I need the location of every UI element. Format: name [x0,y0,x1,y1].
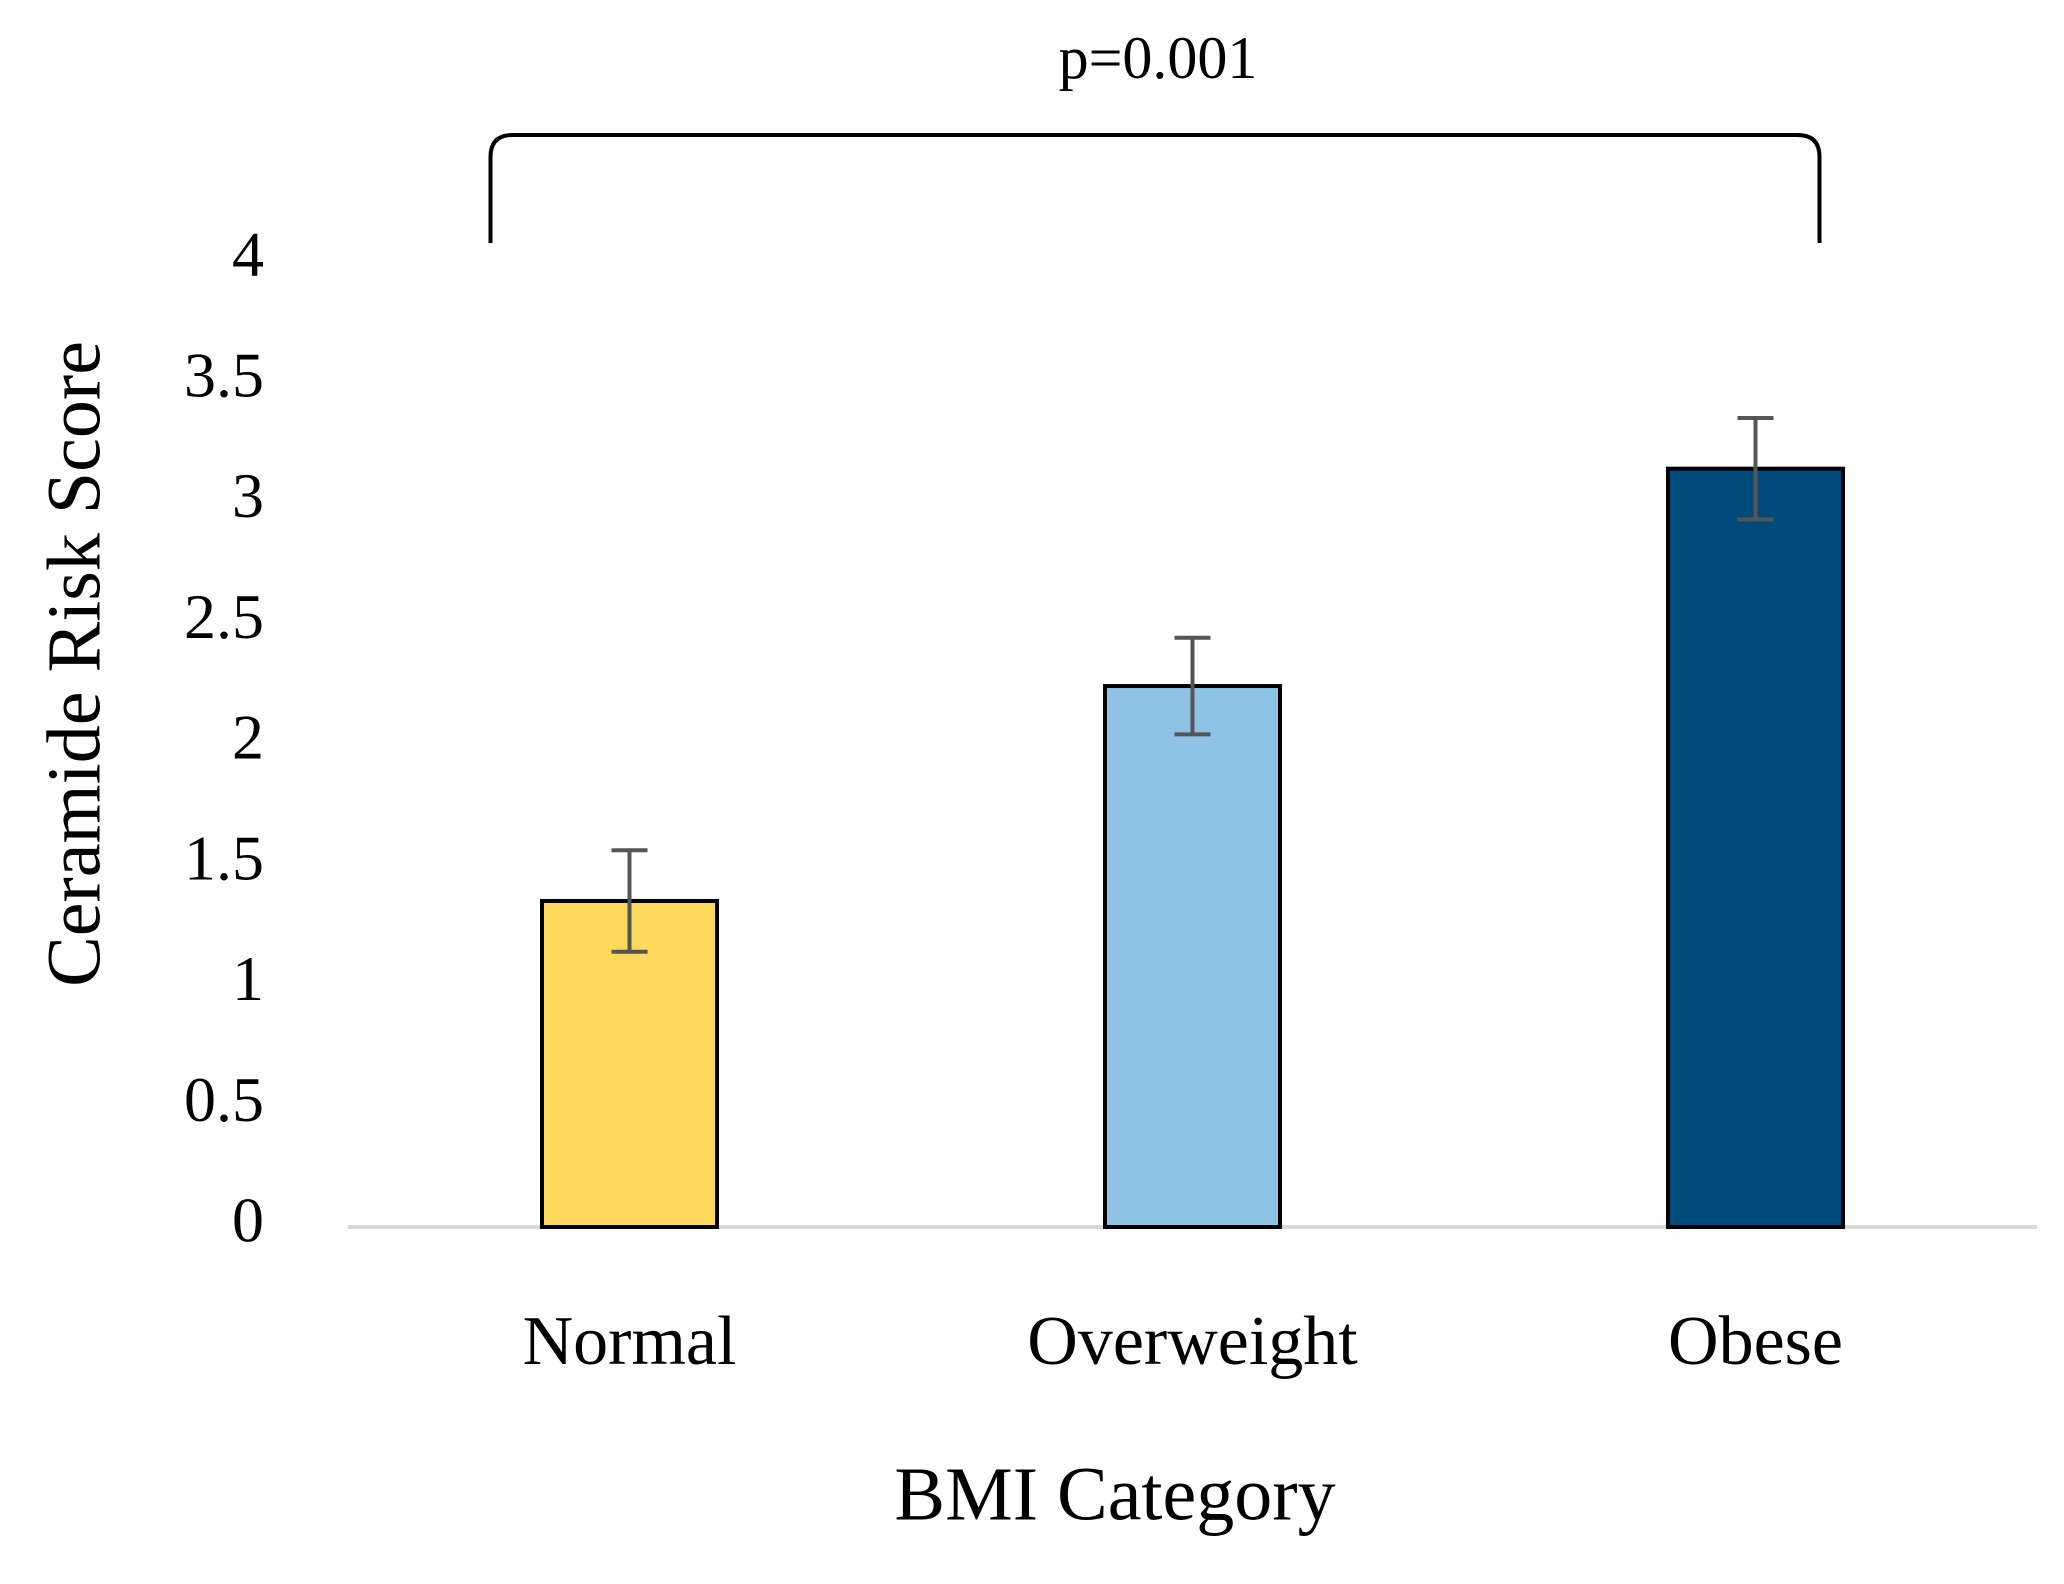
significance-bracket [488,133,1822,243]
bar [540,898,719,1229]
y-tick-label: 1 [232,943,264,1014]
bar [1103,684,1282,1229]
y-tick-label: 0.5 [184,1064,264,1135]
annotation: p=0.001 [1059,25,1258,91]
error-bar [611,848,648,954]
y-tick-label: 3 [232,460,264,531]
x-tick-label: Normal [523,1303,737,1380]
y-tick-label: 1.5 [184,822,264,893]
x-axis-title: BMI Category [894,1452,1335,1536]
y-tick-label: 4 [232,219,264,290]
error-bar [1737,415,1774,522]
y-axis-title: Ceramide Risk Score [32,341,116,987]
bar [1666,466,1845,1229]
x-tick-label: Overweight [1027,1303,1358,1380]
y-tick-label: 0 [232,1185,264,1256]
y-tick-label: 2 [232,702,264,773]
y-tick-label: 3.5 [184,339,264,410]
y-tick-label: 2.5 [184,581,264,652]
error-bar [1174,635,1211,737]
x-tick-label: Obese [1668,1303,1843,1380]
